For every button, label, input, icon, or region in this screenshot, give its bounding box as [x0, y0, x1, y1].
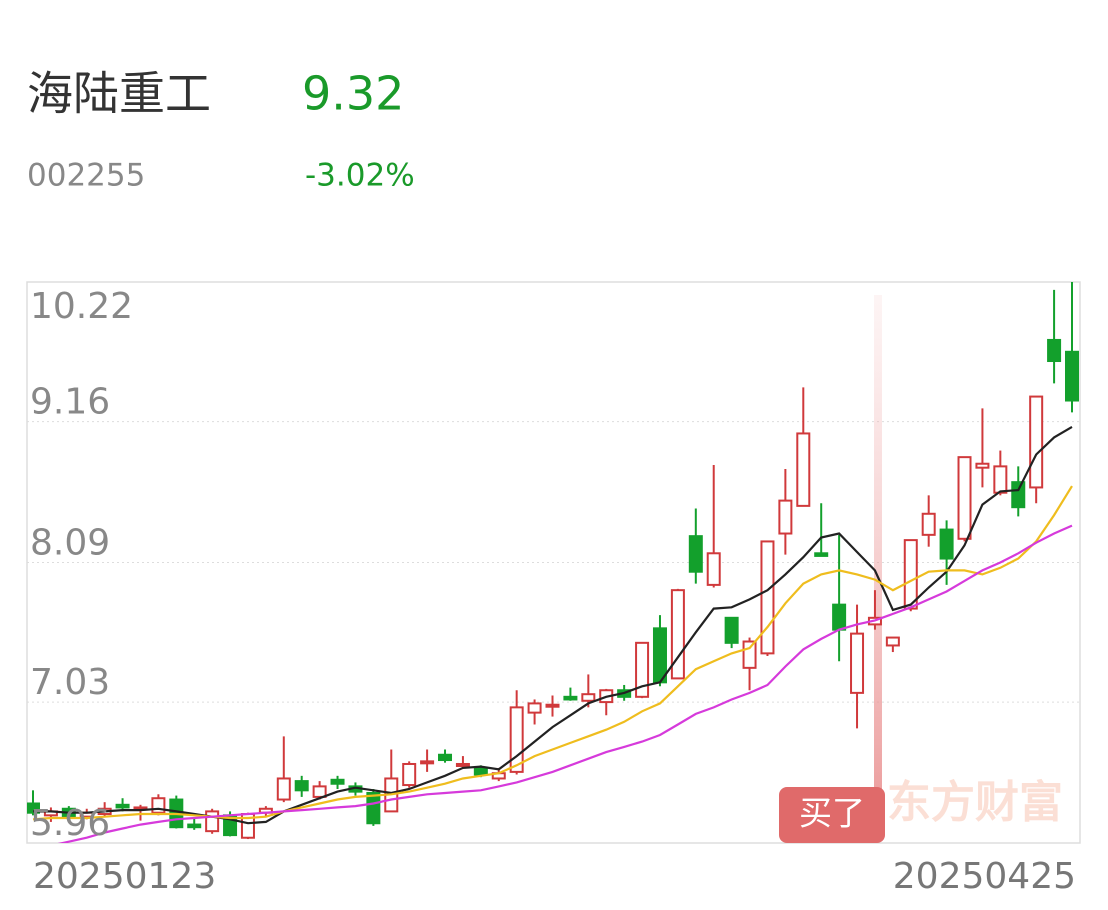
moving-average-line	[57, 524, 1073, 843]
candle-body	[832, 603, 847, 631]
candle-body	[652, 627, 667, 684]
candle-body	[563, 695, 578, 701]
stock-name: 海陆重工	[27, 67, 211, 121]
candle-body	[151, 797, 166, 814]
candle-body	[706, 552, 721, 586]
y-tick-label: 5.96	[30, 803, 110, 844]
candle-body	[276, 777, 291, 801]
stock-code: 002255	[27, 158, 145, 194]
candle-body	[921, 512, 936, 536]
candle-body	[187, 823, 202, 829]
y-tick-label: 9.16	[30, 382, 110, 423]
candle-body	[993, 465, 1008, 494]
candle-body	[903, 539, 918, 610]
plot	[27, 282, 1079, 843]
candle-body	[957, 456, 972, 540]
candle-body	[814, 552, 829, 557]
y-tick-label: 10.22	[30, 286, 133, 327]
candle-body	[724, 616, 739, 644]
stock-price: 9.32	[302, 67, 404, 121]
candle-body	[402, 762, 417, 787]
candle-body	[688, 535, 703, 573]
candle-body	[420, 760, 435, 765]
candle-body	[366, 791, 381, 825]
candle-body	[205, 810, 220, 833]
candle-body	[885, 636, 900, 647]
candle-body	[635, 641, 650, 698]
y-tick-label: 7.03	[30, 662, 110, 703]
x-tick-label: 20250425	[893, 856, 1076, 897]
candle-body	[294, 780, 309, 792]
candle-body	[796, 432, 811, 507]
moving-average-line	[33, 425, 1073, 825]
candle-body	[1065, 350, 1079, 402]
moving-average-line	[32, 485, 1073, 821]
candle-body	[778, 499, 793, 535]
candle-body	[939, 528, 954, 560]
signal-band	[874, 295, 882, 790]
candle-body	[545, 703, 560, 708]
candle-body	[509, 706, 524, 773]
candle-body	[27, 802, 40, 814]
candle-body	[850, 632, 865, 694]
grid	[27, 421, 1080, 703]
candle-body	[742, 640, 757, 669]
candle-body	[670, 589, 685, 680]
candle-body	[581, 693, 596, 702]
x-tick-label: 20250123	[33, 856, 216, 897]
candle-body	[115, 803, 130, 809]
candle-body	[455, 762, 470, 767]
candle-body	[527, 702, 542, 714]
signal-badge-label: 买了	[799, 794, 865, 833]
candle-body	[975, 462, 990, 469]
candle-body	[1029, 395, 1044, 489]
y-tick-label: 8.09	[30, 523, 110, 564]
candle-body	[312, 785, 327, 798]
candle-body	[760, 540, 775, 655]
stock-change: -3.02%	[305, 158, 415, 194]
candle-body	[1047, 338, 1062, 363]
candle-body	[438, 753, 453, 762]
candle-body	[1011, 481, 1026, 509]
signal-badge	[779, 787, 885, 843]
candle-body	[473, 766, 488, 776]
candle-body	[330, 778, 345, 785]
watermark: 东方财富	[887, 777, 1063, 828]
axis-labels: 10.22 9.16 8.09 7.03 5.96 20250123 20250425	[30, 286, 1076, 897]
